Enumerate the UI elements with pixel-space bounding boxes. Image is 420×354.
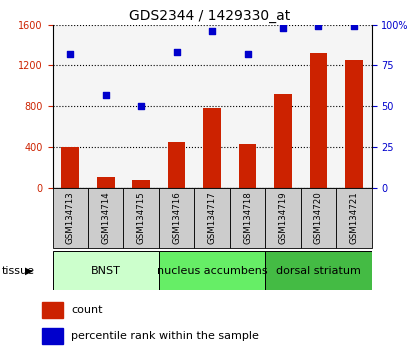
FancyBboxPatch shape xyxy=(123,188,159,248)
Text: dorsal striatum: dorsal striatum xyxy=(276,266,361,276)
Text: GSM134715: GSM134715 xyxy=(136,191,146,244)
Point xyxy=(209,28,215,34)
Text: count: count xyxy=(71,305,103,315)
Bar xyxy=(42,302,63,318)
Point xyxy=(244,51,251,57)
Text: GSM134718: GSM134718 xyxy=(243,191,252,244)
Text: GSM134720: GSM134720 xyxy=(314,191,323,244)
Bar xyxy=(132,180,150,188)
Point xyxy=(102,92,109,98)
FancyBboxPatch shape xyxy=(159,188,194,248)
FancyBboxPatch shape xyxy=(301,188,336,248)
Text: tissue: tissue xyxy=(2,266,35,276)
Bar xyxy=(168,142,186,188)
Point xyxy=(315,24,322,29)
Text: GSM134716: GSM134716 xyxy=(172,191,181,244)
FancyBboxPatch shape xyxy=(52,251,159,290)
Text: ▶: ▶ xyxy=(24,266,33,276)
Point xyxy=(67,51,74,57)
Bar xyxy=(42,328,63,344)
FancyBboxPatch shape xyxy=(265,188,301,248)
Point xyxy=(173,50,180,55)
Text: percentile rank within the sample: percentile rank within the sample xyxy=(71,331,259,341)
Point xyxy=(138,103,144,109)
Text: GSM134721: GSM134721 xyxy=(349,191,358,244)
FancyBboxPatch shape xyxy=(88,188,123,248)
Bar xyxy=(61,147,79,188)
Text: GSM134713: GSM134713 xyxy=(66,191,75,244)
Bar xyxy=(310,53,327,188)
Text: GDS2344 / 1429330_at: GDS2344 / 1429330_at xyxy=(129,9,291,23)
Point xyxy=(351,24,357,29)
Bar xyxy=(345,61,363,188)
FancyBboxPatch shape xyxy=(52,188,88,248)
FancyBboxPatch shape xyxy=(230,188,265,248)
Text: GSM134714: GSM134714 xyxy=(101,191,110,244)
FancyBboxPatch shape xyxy=(265,251,372,290)
Text: GSM134719: GSM134719 xyxy=(278,192,288,244)
Bar xyxy=(274,94,292,188)
Bar xyxy=(239,144,257,188)
FancyBboxPatch shape xyxy=(159,251,265,290)
Bar xyxy=(203,108,221,188)
Bar xyxy=(97,177,115,188)
Point xyxy=(280,25,286,31)
Text: nucleus accumbens: nucleus accumbens xyxy=(157,266,268,276)
Text: GSM134717: GSM134717 xyxy=(207,191,217,244)
FancyBboxPatch shape xyxy=(336,188,372,248)
Text: BNST: BNST xyxy=(91,266,121,276)
FancyBboxPatch shape xyxy=(194,188,230,248)
